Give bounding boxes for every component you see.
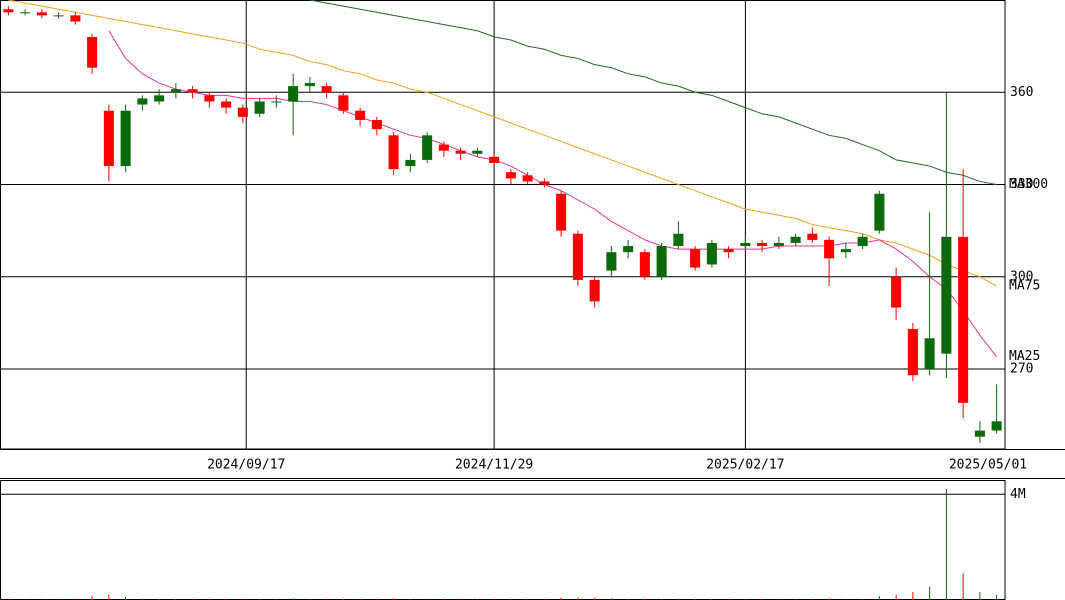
candle-body	[103, 110, 114, 167]
candle-body	[639, 252, 650, 277]
candle-body	[355, 110, 366, 120]
candle-body	[455, 150, 466, 154]
candle-body	[723, 249, 734, 253]
candle-body	[539, 181, 550, 185]
candle-body	[790, 236, 801, 243]
volume-panel: 4M	[0, 487, 1026, 600]
candle-body	[20, 12, 31, 14]
legend-label: MA75	[1009, 279, 1040, 294]
candle-body	[53, 15, 64, 17]
candle-body	[656, 246, 667, 277]
candle-body	[338, 95, 349, 111]
candle-body	[505, 172, 516, 179]
candle-body	[991, 421, 1002, 431]
x-tick-label: 2025/05/01	[949, 458, 1027, 473]
candle-body	[572, 233, 583, 280]
candle-body	[924, 338, 935, 370]
price-frame	[0, 0, 1006, 450]
candle-body	[187, 89, 198, 93]
candle-body	[824, 239, 835, 259]
candle-body	[70, 15, 81, 22]
legend-label: MA300	[1009, 177, 1048, 192]
candle-body	[120, 110, 131, 167]
candle-body	[891, 276, 902, 308]
candle-body	[673, 233, 684, 247]
candle-body	[154, 95, 165, 102]
ma-line	[108, 30, 998, 358]
candle-body	[489, 156, 500, 163]
candle-body	[589, 279, 600, 302]
x-tick-label: 2025/02/17	[706, 458, 784, 473]
candle-body	[907, 329, 918, 376]
candle-body	[623, 246, 634, 253]
candle-body	[388, 135, 399, 170]
x-tick-label: 2024/09/17	[207, 458, 285, 473]
candle-body	[321, 86, 332, 93]
candle-body	[170, 89, 181, 93]
legend-label: MA25	[1009, 349, 1040, 364]
candle-body	[438, 144, 449, 151]
candle-body	[857, 236, 868, 247]
price-panel: 270 300 330 360 2024/09/17 2024/11/29 2025/02/…	[0, 0, 1048, 473]
candle-body	[958, 236, 969, 403]
candle-body	[221, 101, 232, 108]
candle-body	[371, 119, 382, 130]
candle-body	[271, 101, 282, 103]
candle-body	[405, 159, 416, 167]
candle-body	[773, 242, 784, 247]
candle-body	[36, 12, 47, 16]
candle-body	[204, 95, 215, 102]
y-tick-label: 300	[1010, 269, 1033, 284]
x-tick-label: 2024/11/29	[455, 458, 533, 473]
candle-body	[706, 242, 717, 265]
y-tick-label: 330	[1010, 177, 1033, 192]
volume-frame	[0, 480, 1006, 600]
candle-body	[974, 430, 985, 437]
candle-body	[237, 107, 248, 117]
y-tick-label: 4M	[1010, 487, 1026, 502]
ma-line	[8, 0, 997, 287]
y-tick-label: 360	[1010, 85, 1033, 100]
candle-body	[556, 193, 567, 231]
candle-body	[422, 135, 433, 160]
candle-body	[840, 249, 851, 253]
candle-body	[757, 242, 768, 247]
candle-body	[874, 193, 885, 231]
ma-line	[309, 0, 997, 186]
candle-body	[87, 36, 98, 68]
candle-body	[740, 242, 751, 247]
candle-body	[522, 175, 533, 182]
candle-body	[690, 249, 701, 268]
candle-body	[807, 233, 818, 240]
candle-body	[941, 236, 952, 354]
candle-body	[472, 150, 483, 154]
candle-body	[137, 98, 148, 105]
y-tick-label: 270	[1010, 362, 1033, 377]
candle-body	[288, 86, 299, 102]
candle-body	[304, 83, 315, 87]
candle-body	[606, 252, 617, 271]
candle-body	[254, 101, 265, 114]
candle-body	[3, 9, 14, 13]
